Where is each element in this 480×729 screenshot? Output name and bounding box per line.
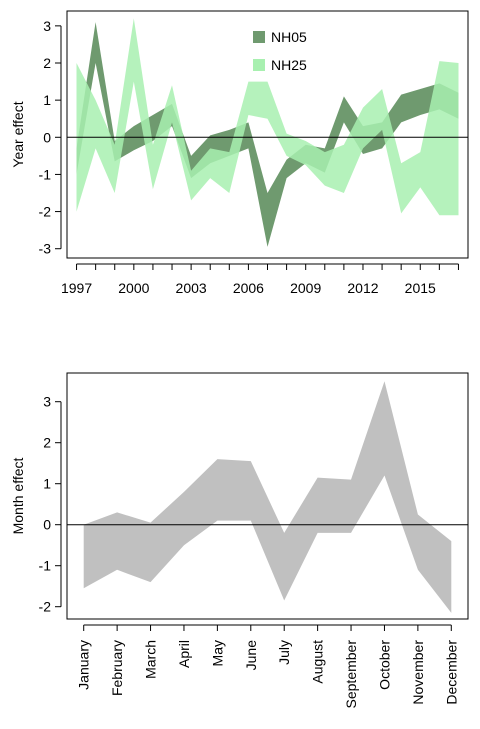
series-band-nh25: [76, 18, 459, 216]
x-tick-label-may: May: [209, 640, 225, 666]
y-tick-label: 0: [43, 517, 51, 533]
x-tick-label: 2009: [290, 280, 321, 296]
x-tick-label-august: August: [310, 640, 326, 684]
legend-label-nh25: NH25: [271, 57, 307, 73]
series-band-nh05: [76, 22, 459, 247]
x-tick-label: 1997: [61, 280, 92, 296]
x-tick-label-january: January: [76, 640, 92, 690]
x-tick-label-november: November: [410, 640, 426, 705]
plot-frame: [66, 372, 469, 620]
x-tick-label: 2015: [405, 280, 436, 296]
x-tick-label-february: February: [109, 640, 125, 696]
y-tick-label: 0: [43, 129, 51, 145]
x-tick-label-december: December: [443, 640, 459, 705]
y-tick-label: 3: [43, 394, 51, 410]
month-effect-band: [83, 381, 452, 613]
x-tick-label: 2006: [233, 280, 264, 296]
x-tick-label-july: July: [276, 640, 292, 665]
y-tick-label: -3: [39, 241, 52, 257]
x-tick-label: 2003: [176, 280, 207, 296]
y-tick-label: -1: [39, 558, 52, 574]
legend-swatch-nh25: [253, 59, 265, 71]
y-axis-title: Month effect: [10, 458, 26, 535]
month-effect-panel: -2 -1 0 1 2 3 Month effect January February March…: [10, 372, 469, 709]
y-tick-label: 1: [43, 92, 51, 108]
y-tick-label: 2: [43, 55, 51, 71]
x-tick-label-march: March: [143, 640, 159, 679]
legend-swatch-nh05: [253, 31, 265, 43]
y-tick-label: 1: [43, 476, 51, 492]
y-tick-label: 3: [43, 18, 51, 34]
plot-frame: [66, 10, 469, 259]
y-tick-label: -2: [39, 599, 52, 615]
x-tick-label-june: June: [243, 640, 259, 671]
x-tick-label-september: September: [343, 640, 359, 709]
legend-label-nh05: NH05: [271, 29, 307, 45]
x-tick-label: 2012: [347, 280, 378, 296]
x-tick-label-april: April: [176, 640, 192, 668]
year-effect-panel: -3 -2 -1 0 1 2 3 Year effect 1997 2000 2003 2006 200…: [10, 10, 469, 296]
x-tick-label-october: October: [377, 640, 393, 690]
y-axis-title: Year effect: [10, 101, 26, 167]
y-tick-label: -1: [39, 166, 52, 182]
y-tick-label: -2: [39, 204, 52, 220]
x-tick-label: 2000: [118, 280, 149, 296]
y-tick-label: 2: [43, 435, 51, 451]
